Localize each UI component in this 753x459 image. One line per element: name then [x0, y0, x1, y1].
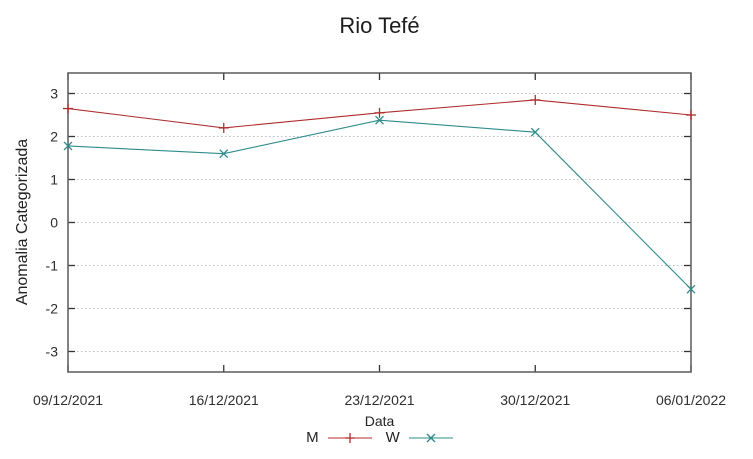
- x-tick-labels: 09/12/2021 16/12/2021 23/12/2021 30/12/2021…: [33, 392, 726, 408]
- legend-item-W: W: [386, 429, 453, 446]
- series-W: [63, 115, 696, 294]
- gridlines: [69, 93, 690, 352]
- cross-marker-icon: [426, 433, 436, 442]
- y-tick-label: 3: [50, 86, 58, 102]
- legend-item-M: M: [306, 429, 372, 446]
- legend-label-W: W: [385, 429, 400, 446]
- x-tick-label: 16/12/2021: [189, 392, 259, 408]
- cross-marker-icon: [530, 127, 540, 137]
- x-tick-label: 23/12/2021: [344, 392, 414, 408]
- legend-label-M: M: [306, 429, 319, 446]
- cross-marker-icon: [219, 149, 229, 159]
- cross-marker-icon: [375, 115, 384, 125]
- series-line-W: [67, 119, 692, 290]
- legend-sample-M: [327, 432, 372, 443]
- legend-sample-W: [408, 433, 453, 442]
- cross-marker-icon: [63, 141, 73, 151]
- x-axis-title: Data: [364, 413, 395, 429]
- y-tick-label: 2: [50, 129, 58, 145]
- series-M: [63, 94, 696, 133]
- x-tick-label: 09/12/2021: [33, 392, 103, 408]
- y-tick-label: -2: [46, 301, 59, 317]
- y-tick-label: -3: [46, 344, 59, 360]
- y-tick-labels: -3 -2 -1 0 1 2 3: [46, 86, 59, 360]
- cross-marker-icon: [686, 284, 696, 294]
- x-tick-label: 30/12/2021: [500, 392, 570, 408]
- chart-title: Rio Tefé: [339, 13, 420, 38]
- x-tick-label: 06/01/2022: [656, 392, 726, 408]
- y-tick-label: 1: [50, 172, 58, 188]
- y-tick-label: -1: [46, 258, 59, 274]
- y-tick-label: 0: [50, 215, 58, 231]
- plot-border: [67, 72, 692, 373]
